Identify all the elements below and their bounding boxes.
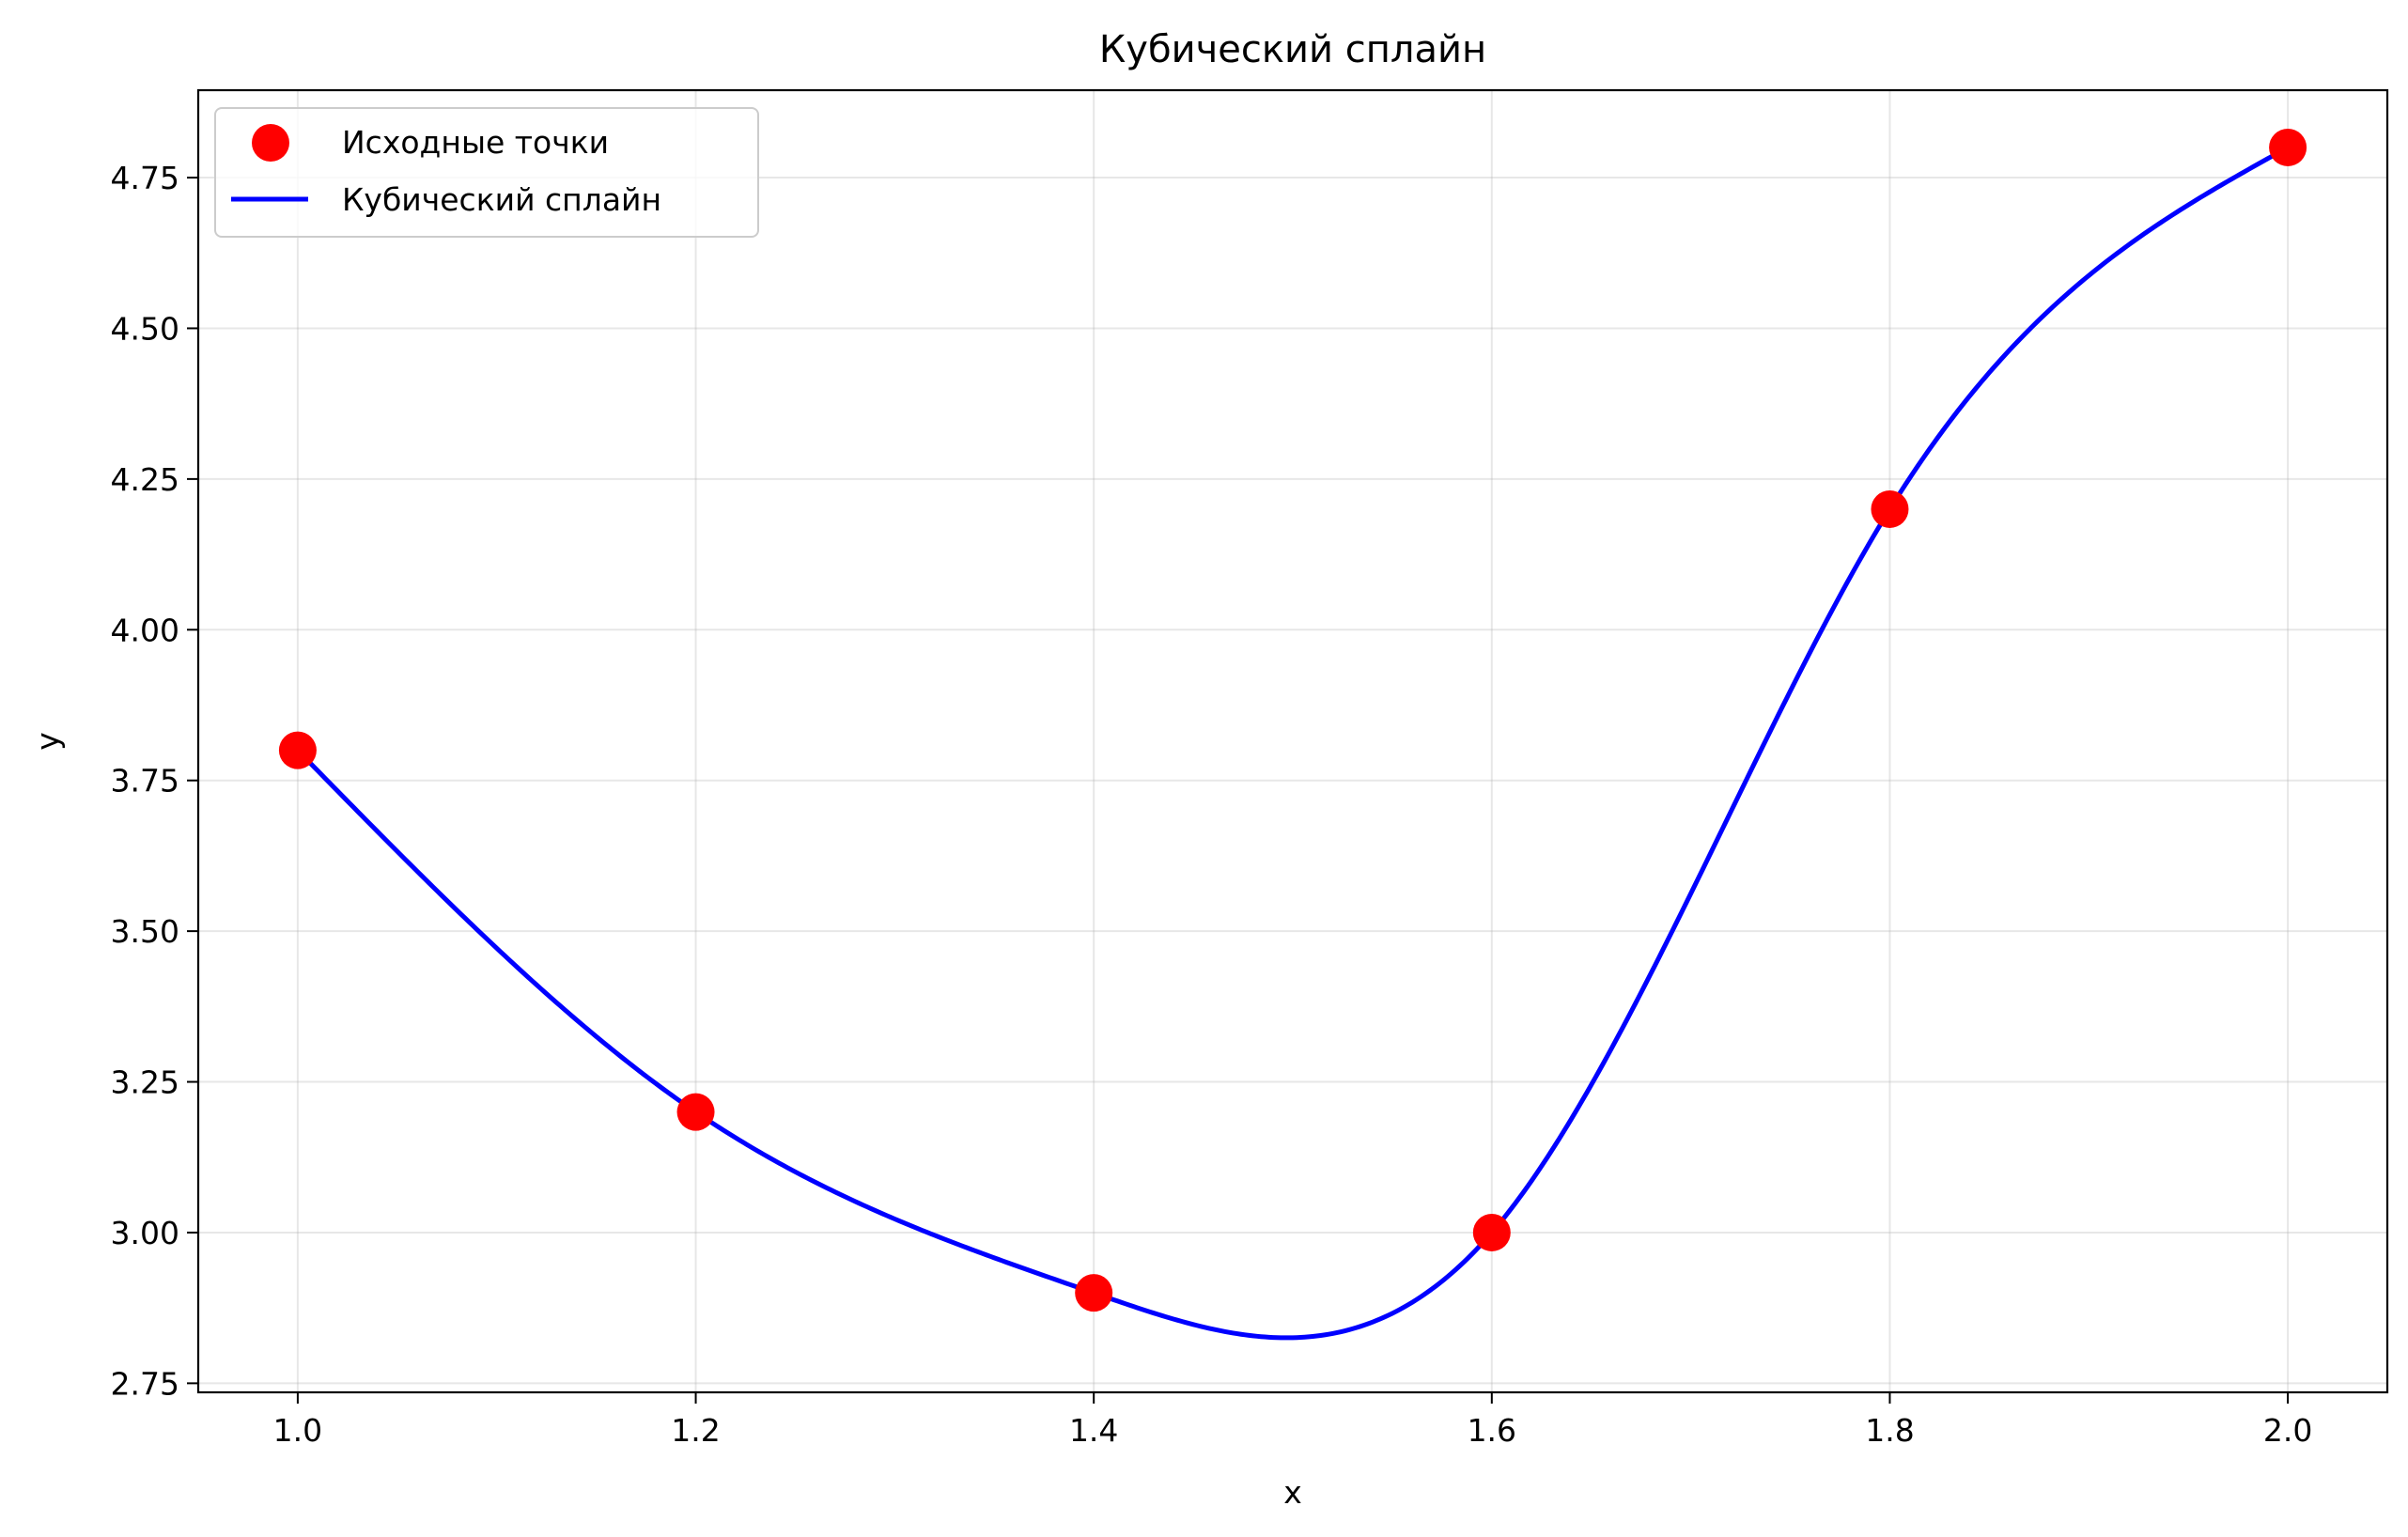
x-axis-title: x	[1283, 1474, 1302, 1511]
y-tick-label: 3.50	[111, 913, 179, 950]
y-tick-label: 4.00	[111, 612, 179, 648]
legend-label-spline: Кубический сплайн	[342, 181, 661, 218]
x-tick-label: 2.0	[2263, 1412, 2312, 1449]
spline-line	[296, 145, 2290, 1341]
y-tick-label: 3.25	[111, 1064, 179, 1101]
x-tick-label: 1.8	[1865, 1412, 1914, 1449]
spline-series	[296, 145, 2290, 1341]
x-tick-label: 1.0	[273, 1412, 322, 1449]
y-axis-title: y	[29, 732, 66, 751]
data-point	[278, 731, 317, 769]
x-tick-label: 1.2	[671, 1412, 720, 1449]
data-point	[1472, 1213, 1511, 1251]
x-axis-ticks: 1.0 1.2 1.4 1.6 1.8 2.0	[273, 1392, 2312, 1449]
points-series	[278, 128, 2307, 1312]
data-point	[2269, 128, 2307, 166]
legend-marker-points	[252, 124, 289, 162]
grid	[198, 90, 2387, 1392]
data-point	[1871, 489, 1909, 528]
y-tick-label: 4.50	[111, 310, 179, 347]
legend: Исходные точки Кубический сплайн	[214, 107, 759, 238]
plot-area	[198, 90, 2387, 1392]
y-tick-label: 2.75	[111, 1365, 179, 1402]
x-tick-label: 1.4	[1069, 1412, 1118, 1449]
plot-frame	[196, 88, 2389, 1394]
y-axis-ticks: 2.75 3.00 3.25 3.50 3.75 4.00 4.25 4.50 4.75	[111, 160, 198, 1402]
x-tick-label: 1.6	[1468, 1412, 1516, 1449]
y-tick-label: 3.75	[111, 763, 179, 800]
legend-label-points: Исходные точки	[342, 124, 609, 161]
y-tick-label: 4.25	[111, 461, 179, 498]
data-point	[676, 1093, 715, 1131]
data-point	[1075, 1274, 1113, 1312]
legend-box	[214, 107, 759, 238]
y-tick-label: 4.75	[111, 160, 179, 196]
y-tick-label: 3.00	[111, 1215, 179, 1251]
chart-title: Кубический сплайн	[1099, 28, 1486, 71]
